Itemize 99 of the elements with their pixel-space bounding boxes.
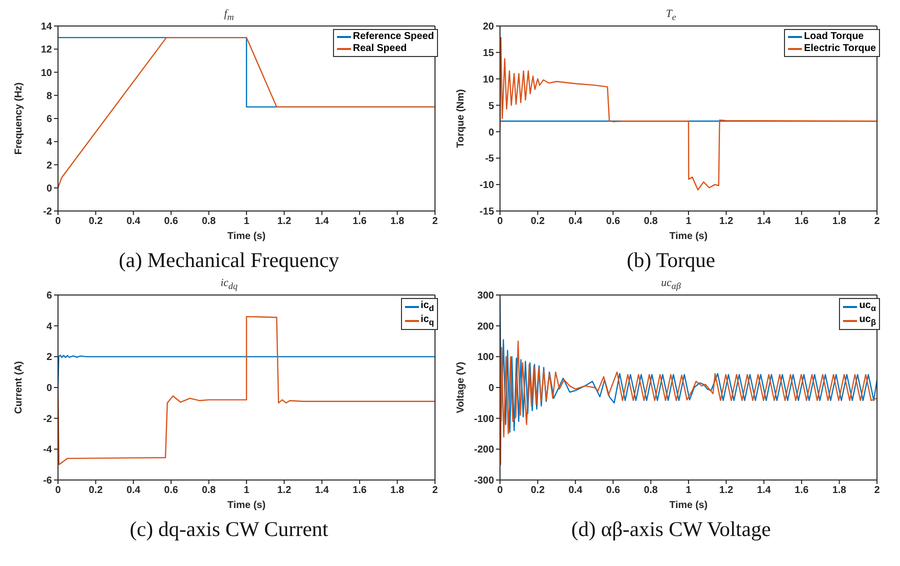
x-tick-label: 1.8 — [390, 485, 405, 496]
x-tick-label: 0.8 — [202, 485, 216, 496]
y-tick-label: 0 — [488, 127, 494, 138]
chart-title: T$_{e}$ — [666, 8, 676, 22]
x-tick-label: 0 — [497, 485, 504, 496]
x-tick-label: 1.8 — [390, 216, 405, 228]
y-tick-label: -300 — [474, 476, 494, 487]
x-tick-label: 1.2 — [277, 216, 292, 228]
y-tick-label: 6 — [46, 290, 52, 302]
y-axis-title: Frequency (Hz) — [14, 82, 25, 155]
y-tick-label: 4 — [46, 321, 52, 332]
y-tick-label: 100 — [477, 352, 494, 364]
y-tick-label: 20 — [482, 22, 494, 33]
x-tick-label: 1.4 — [314, 485, 330, 496]
x-tick-label: 0.8 — [644, 485, 658, 496]
y-tick-label: 2 — [46, 160, 52, 172]
x-tick-label: 2 — [874, 485, 880, 496]
y-tick-label: 200 — [477, 321, 494, 332]
x-tick-label: 1.4 — [756, 216, 772, 228]
legend-label: Real Speed — [352, 43, 407, 54]
x-tick-label: 1.2 — [719, 216, 734, 228]
legend-label: Electric Torque — [804, 43, 876, 54]
x-tick-label: 1 — [244, 216, 250, 228]
x-tick-label: 1.6 — [794, 485, 809, 496]
y-tick-label: 15 — [482, 48, 494, 59]
x-tick-label: 0.4 — [126, 485, 141, 496]
y-tick-label: -4 — [43, 444, 52, 456]
text: (c) dq-axis CW Current — [130, 517, 328, 541]
x-tick-label: 1.6 — [352, 485, 367, 496]
legend-label: ic$_{q}$ — [420, 314, 434, 327]
chart-title: uc$_{αβ}$ — [661, 277, 681, 292]
chart-title: ic$_{dq}$ — [220, 277, 238, 292]
y-tick-label: 5 — [488, 100, 494, 112]
x-tick-label: 0.6 — [164, 485, 178, 496]
y-tick-label: 0 — [46, 183, 52, 194]
x-tick-label: 1.4 — [756, 485, 772, 496]
y-tick-label: 2 — [46, 352, 52, 364]
y-tick-label: 10 — [482, 74, 494, 86]
y-tick-label: -100 — [474, 414, 494, 425]
y-tick-label: -200 — [474, 444, 494, 456]
x-tick-label: 1 — [244, 485, 250, 496]
y-tick-label: -10 — [480, 180, 494, 192]
x-tick-label: 2 — [874, 216, 880, 228]
x-tick-label: 0.2 — [530, 485, 546, 496]
x-tick-label: 0.4 — [568, 485, 583, 496]
legend-label: uc$_{α}$ — [859, 300, 876, 313]
y-tick-label: -2 — [43, 414, 52, 425]
text: (b) Torque — [626, 248, 716, 272]
x-axis-title: Time (s) — [669, 500, 708, 511]
y-tick-label: 4 — [46, 137, 52, 148]
x-tick-label: 0.8 — [202, 216, 216, 228]
x-tick-label: 0.8 — [644, 216, 658, 228]
x-tick-label: 2 — [432, 216, 438, 228]
x-axis-title: Time (s) — [669, 231, 708, 242]
x-tick-label: 1.4 — [314, 216, 330, 228]
x-tick-label: 1.6 — [794, 216, 809, 228]
y-tick-label: 0 — [46, 383, 52, 394]
x-tick-label: 0 — [497, 216, 504, 228]
x-tick-label: 0.2 — [88, 216, 104, 228]
text: (d) αβ-axis CW Voltage — [571, 517, 771, 541]
y-tick-label: 0 — [488, 383, 494, 394]
x-tick-label: 0.4 — [568, 216, 583, 228]
x-tick-label: 0 — [55, 216, 62, 228]
x-tick-label: 0.2 — [530, 216, 546, 228]
x-axis-title: Time (s) — [227, 231, 266, 242]
legend-label: uc$_{β}$ — [859, 314, 876, 327]
x-tick-label: 0.6 — [606, 485, 620, 496]
y-tick-label: -2 — [43, 206, 52, 218]
chart-title: f$_{m}$ — [224, 8, 234, 22]
x-tick-label: 0 — [55, 485, 62, 496]
x-tick-label: 2 — [432, 485, 438, 496]
y-tick-label: 8 — [46, 90, 52, 102]
y-axis-title: Voltage (V) — [456, 362, 467, 414]
x-tick-label: 1.2 — [277, 485, 292, 496]
x-tick-label: 1 — [686, 485, 692, 496]
x-tick-label: 1.6 — [352, 216, 367, 228]
text: (a) Mechanical Frequency — [118, 248, 340, 272]
x-tick-label: 1.8 — [832, 216, 847, 228]
legend-label: Load Torque — [804, 31, 864, 42]
y-tick-label: 12 — [40, 44, 52, 56]
y-tick-label: -5 — [485, 154, 494, 165]
x-tick-label: 1 — [686, 216, 692, 228]
x-tick-label: 0.6 — [164, 216, 178, 228]
legend-label: Reference Speed — [352, 31, 434, 42]
y-axis-title: Torque (Nm) — [456, 89, 467, 148]
y-tick-label: 10 — [40, 68, 52, 79]
y-tick-label: 6 — [46, 114, 52, 126]
x-axis-title: Time (s) — [227, 500, 266, 511]
x-tick-label: 0.2 — [88, 485, 104, 496]
x-tick-label: 1.2 — [719, 485, 734, 496]
x-tick-label: 1.8 — [832, 485, 847, 496]
y-tick-label: -15 — [480, 206, 494, 218]
y-axis-title: Current (A) — [14, 361, 25, 414]
x-tick-label: 0.4 — [126, 216, 141, 228]
y-tick-label: -6 — [43, 476, 52, 487]
y-tick-label: 300 — [477, 290, 494, 302]
y-tick-label: 14 — [40, 22, 52, 33]
legend-label: ic$_{d}$ — [420, 300, 434, 313]
x-tick-label: 0.6 — [606, 216, 620, 228]
